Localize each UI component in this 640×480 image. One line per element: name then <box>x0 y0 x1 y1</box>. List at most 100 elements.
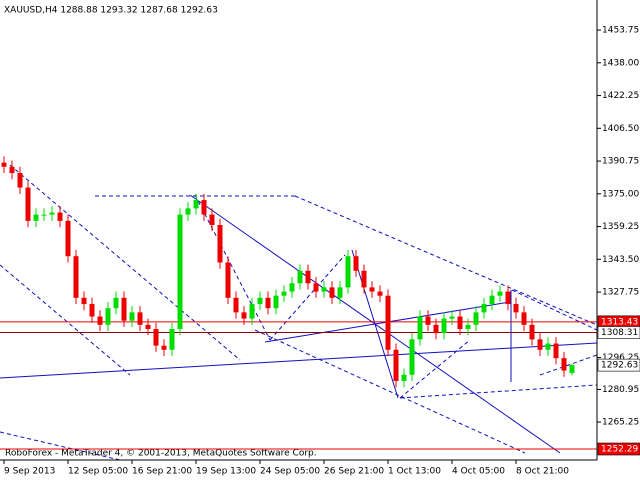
price-label: 1292.63 <box>601 361 638 371</box>
candle-body <box>265 297 271 309</box>
candle-body <box>481 304 487 313</box>
candle-body <box>321 287 327 292</box>
candle-body <box>361 270 367 288</box>
candle-body <box>273 295 279 309</box>
price-label-box <box>597 326 640 339</box>
candle-body <box>569 365 575 373</box>
y-tick-label: 1265.25 <box>602 418 639 428</box>
candle-body <box>433 324 439 334</box>
candle-body <box>401 374 407 381</box>
trendline <box>0 342 598 379</box>
x-tick-label: 16 Sep 21:00 <box>132 467 192 477</box>
price-label-box <box>597 358 640 372</box>
candle-body <box>9 166 15 174</box>
candle-body <box>385 295 391 350</box>
y-tick-label: 1343.50 <box>602 255 639 265</box>
candle-body <box>329 287 335 298</box>
candle-body <box>121 297 127 321</box>
candle-body <box>337 287 343 298</box>
candle-body <box>209 214 215 226</box>
x-tick-label: 24 Sep 05:00 <box>260 467 320 477</box>
y-tick-label: 1390.75 <box>602 157 639 167</box>
y-tick-label: 1327.75 <box>602 288 639 298</box>
y-tick-label: 1375.00 <box>602 189 639 199</box>
candle-body <box>185 208 191 215</box>
candle-body <box>57 212 63 221</box>
trendline <box>399 339 471 399</box>
price-label: 1252.29 <box>601 444 638 454</box>
candle-body <box>353 256 359 271</box>
candle-body <box>281 291 287 296</box>
candle-body <box>129 312 135 321</box>
candle-body <box>537 339 543 350</box>
x-tick-label: 4 Oct 05:00 <box>452 467 505 477</box>
trendline <box>9 164 241 361</box>
candle-body <box>145 324 151 329</box>
candle-body <box>81 297 87 305</box>
trendline <box>399 384 598 399</box>
candle-body <box>249 304 255 319</box>
candle-body <box>105 308 111 325</box>
x-tick-label: 9 Sep 2013 <box>4 467 55 477</box>
chart-title: XAUUSD,H4 1288.88 1293.32 1287.68 1292.6… <box>4 6 218 16</box>
y-tick-label: 1438.00 <box>602 58 639 68</box>
candle-body <box>369 287 375 292</box>
trendline <box>269 254 346 341</box>
candle-body <box>521 312 527 325</box>
candle-body <box>345 256 351 288</box>
candle-body <box>473 312 479 325</box>
candle-body <box>457 316 463 329</box>
candle-body <box>201 200 207 215</box>
candle-body <box>41 214 47 216</box>
candle-body <box>73 256 79 298</box>
price-label-box <box>597 442 640 456</box>
candle-body <box>305 270 311 284</box>
candle-body <box>137 312 143 325</box>
candle-body <box>561 358 567 371</box>
candle-body <box>25 187 31 221</box>
candle-body <box>153 328 159 346</box>
trendline <box>0 264 131 376</box>
footer: RoboForex - MetaTrader 4, © 2001-2013, M… <box>5 449 317 459</box>
y-tick-label: 1296.25 <box>602 353 639 363</box>
candle-body <box>313 283 319 292</box>
x-tick-label: 26 Sep 21:00 <box>324 467 384 477</box>
y-tick-label: 1280.95 <box>602 385 639 395</box>
candle-body <box>441 318 447 334</box>
x-tick-label: 19 Sep 13:00 <box>196 467 256 477</box>
candle-body <box>161 345 167 350</box>
candle-body <box>489 295 495 305</box>
candle-body <box>553 343 559 359</box>
candle-body <box>377 291 383 296</box>
candle-body <box>449 316 455 319</box>
y-tick-label: 1406.50 <box>602 124 639 134</box>
candle-body <box>233 297 239 313</box>
candle-body <box>65 220 71 257</box>
candle-body <box>33 214 39 221</box>
candle-body <box>393 349 399 381</box>
candle-body <box>505 291 511 305</box>
candle-body <box>289 283 295 292</box>
trendline <box>194 194 271 341</box>
candle-body <box>425 316 431 325</box>
trendline <box>294 195 598 326</box>
trendline <box>511 289 598 331</box>
candle-body <box>217 225 223 263</box>
price-label: 1313.43 <box>601 317 638 327</box>
y-tick-label: 1422.25 <box>602 91 639 101</box>
candle-body <box>193 200 199 209</box>
candle-body <box>225 262 231 298</box>
candle-body <box>241 312 247 319</box>
candle-body <box>113 297 119 309</box>
candle-body <box>169 328 175 350</box>
candle-body <box>417 316 423 340</box>
candle-body <box>529 324 535 340</box>
candle-body <box>89 304 95 317</box>
trendlines <box>0 164 598 461</box>
trendline <box>351 249 399 399</box>
candle-body <box>257 297 263 305</box>
candle-body <box>465 324 471 329</box>
y-tick-label: 1453.75 <box>602 26 639 36</box>
y-tick-label: 1359.25 <box>602 222 639 232</box>
